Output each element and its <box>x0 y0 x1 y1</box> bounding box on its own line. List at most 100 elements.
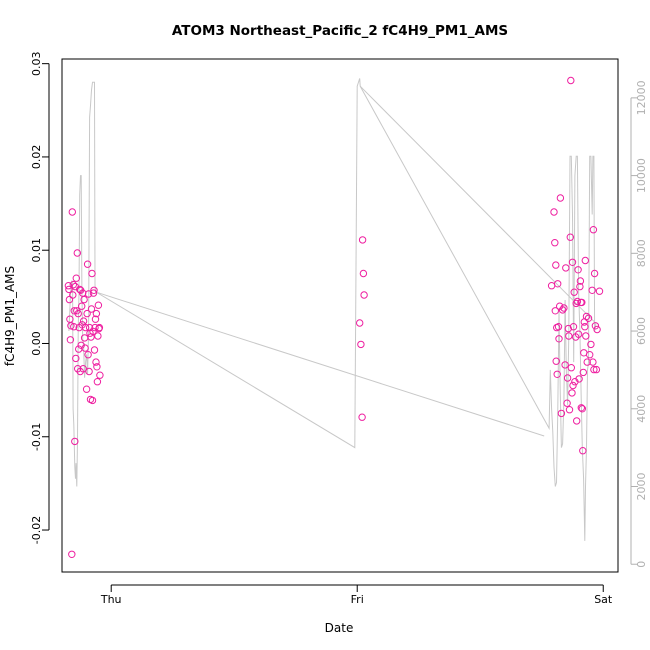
data-point <box>582 312 591 321</box>
data-point <box>569 323 578 331</box>
data-point <box>358 236 367 244</box>
data-point <box>557 409 566 418</box>
data-point <box>589 226 598 234</box>
data-point <box>574 266 582 274</box>
data-point <box>572 299 580 308</box>
data-point <box>88 269 96 278</box>
data-point <box>590 269 599 278</box>
data-point <box>564 324 572 333</box>
data-point <box>567 364 575 372</box>
data-point <box>69 281 78 289</box>
data-point <box>89 327 97 336</box>
y-tick-label: 0.02 <box>30 145 43 170</box>
data-point <box>357 340 365 349</box>
data-point <box>85 367 93 376</box>
axis-layer: -0.02 -0.01 0.00 0.01 0.02 0.03 0 2000 4000 6000 8… <box>30 51 648 606</box>
data-point <box>567 76 575 85</box>
data-point <box>64 282 73 290</box>
data-point <box>69 291 77 299</box>
data-point <box>558 306 567 314</box>
data-point <box>553 370 561 378</box>
data-point <box>551 239 559 247</box>
y-axis-label: fC4H9_PM1_AMS <box>3 266 17 366</box>
data-point <box>595 287 604 295</box>
y-tick-label: 0.00 <box>30 331 43 356</box>
y-tick-label: 0.03 <box>30 51 43 75</box>
chart-title: ATOM3 Northeast_Pacific_2 fC4H9_PM1_AMS <box>172 23 508 39</box>
series-line <box>359 85 597 324</box>
data-point <box>72 354 80 363</box>
data-point <box>554 280 562 288</box>
data-point <box>74 309 82 318</box>
y2-tick-label: 6000 <box>635 317 648 345</box>
data-point <box>582 332 590 340</box>
data-point <box>586 351 594 359</box>
series-line <box>96 291 545 437</box>
data-point <box>84 351 92 359</box>
data-point <box>92 309 101 318</box>
point-layer <box>64 76 604 558</box>
y2-tick-label: 8000 <box>635 239 648 267</box>
y2-tick-label: 12000 <box>635 80 648 115</box>
data-point <box>552 261 560 269</box>
data-point <box>83 309 91 318</box>
data-point <box>79 317 88 325</box>
data-point <box>82 385 91 393</box>
x-tick-label: Thu <box>100 593 122 606</box>
data-point <box>565 332 573 340</box>
data-point <box>65 285 73 294</box>
data-point <box>592 365 601 374</box>
data-point <box>576 282 584 291</box>
data-point <box>72 274 81 282</box>
y2-tick-label: 10000 <box>635 158 648 193</box>
plot-frame <box>61 58 619 573</box>
data-point <box>358 413 366 421</box>
y2-tick-label: 0 <box>635 561 648 568</box>
data-point <box>593 325 601 334</box>
data-point <box>574 330 583 338</box>
data-point <box>589 358 597 366</box>
x-tick-label: Sat <box>594 593 613 606</box>
series-line <box>68 78 597 541</box>
data-point <box>550 208 558 216</box>
data-point <box>96 371 104 379</box>
data-point <box>590 365 598 374</box>
data-point <box>579 447 587 455</box>
data-point <box>359 269 368 278</box>
data-point <box>93 378 102 386</box>
data-point <box>570 288 578 296</box>
data-point <box>565 406 574 414</box>
data-point <box>591 322 600 330</box>
data-point <box>91 315 100 323</box>
data-point <box>84 290 93 298</box>
data-point <box>80 295 88 304</box>
data-point <box>94 301 103 309</box>
data-point <box>360 291 368 299</box>
data-point <box>588 286 596 294</box>
data-point <box>555 335 563 343</box>
data-point <box>79 365 87 373</box>
y-tick-label: -0.02 <box>30 516 43 544</box>
y-tick-label: 0.01 <box>30 238 43 263</box>
data-point <box>578 405 586 413</box>
data-point <box>566 233 574 241</box>
data-point <box>66 336 75 344</box>
data-point <box>356 319 364 327</box>
data-point <box>83 260 92 268</box>
data-point <box>578 298 586 307</box>
data-point <box>568 258 577 266</box>
data-point <box>576 277 585 285</box>
data-point <box>568 389 576 397</box>
data-point <box>87 305 96 313</box>
data-point <box>81 344 89 352</box>
data-point <box>556 194 565 202</box>
data-point <box>68 550 76 558</box>
data-point <box>94 332 102 340</box>
data-point <box>71 437 79 446</box>
data-point <box>68 208 77 216</box>
data-point <box>88 396 97 405</box>
data-point <box>584 314 593 322</box>
data-point <box>587 340 595 349</box>
data-point <box>581 256 589 265</box>
y-tick-label: -0.01 <box>30 423 43 451</box>
